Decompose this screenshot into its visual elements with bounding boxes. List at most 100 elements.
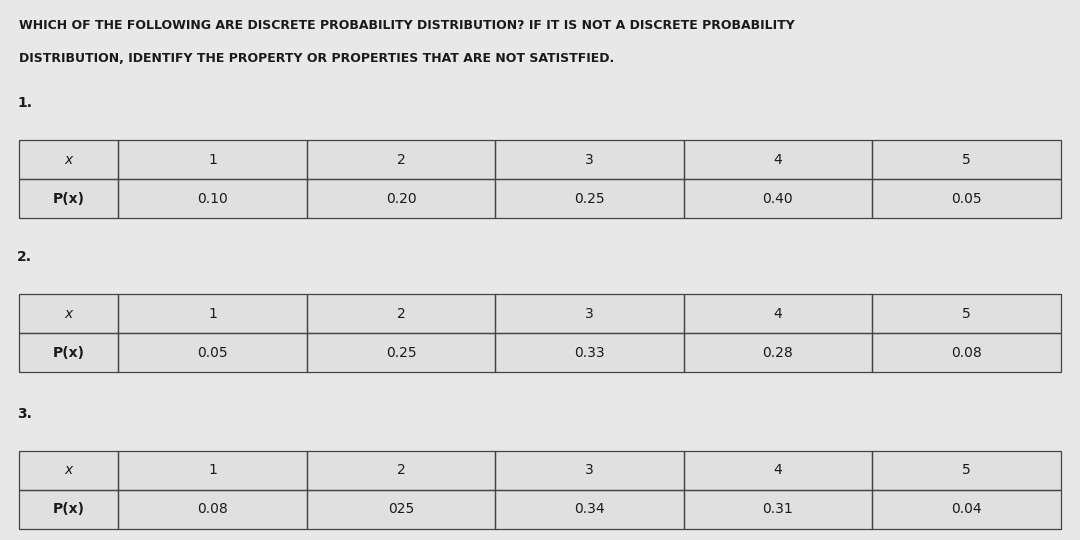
Text: 3: 3 [585,463,594,477]
Text: x: x [65,153,73,167]
Bar [19,451,119,490]
Bar [19,333,119,372]
Bar [496,294,684,333]
Bar [119,179,307,218]
Bar [19,179,119,218]
Bar [19,294,119,333]
Bar [684,179,873,218]
Bar [19,490,119,529]
Bar [119,140,307,179]
Bar [873,333,1061,372]
Bar [19,140,119,179]
Text: P(x): P(x) [53,192,85,206]
Bar [496,294,684,333]
Bar [19,294,119,333]
Bar [873,294,1061,333]
Bar [496,333,684,372]
Bar [119,294,307,333]
Bar [496,451,684,490]
Bar [684,333,873,372]
Bar [119,333,307,372]
Bar [119,490,307,529]
Bar [119,451,307,490]
Bar [873,333,1061,372]
Text: 1: 1 [208,307,217,321]
Text: 5: 5 [962,463,971,477]
Bar [684,294,873,333]
Bar [307,451,496,490]
Text: WHICH OF THE FOLLOWING ARE DISCRETE PROBABILITY DISTRIBUTION? IF IT IS NOT A DIS: WHICH OF THE FOLLOWING ARE DISCRETE PROB… [19,19,795,32]
Bar [119,333,307,372]
Text: 5: 5 [962,307,971,321]
Text: 0.05: 0.05 [198,346,228,360]
Text: 0.08: 0.08 [198,502,228,516]
Text: 0.05: 0.05 [951,192,982,206]
Text: x: x [65,463,73,477]
Text: 0.08: 0.08 [951,346,982,360]
Bar [119,179,307,218]
Bar [307,490,496,529]
Text: 1: 1 [208,463,217,477]
Bar [873,490,1061,529]
Bar [19,179,119,218]
Bar [307,333,496,372]
Bar [119,451,307,490]
Text: 2: 2 [396,463,405,477]
Bar [684,490,873,529]
Text: 0.40: 0.40 [762,192,793,206]
Bar [307,333,496,372]
Text: DISTRIBUTION, IDENTIFY THE PROPERTY OR PROPERTIES THAT ARE NOT SATISTFIED.: DISTRIBUTION, IDENTIFY THE PROPERTY OR P… [19,52,615,65]
Text: 4: 4 [773,307,782,321]
Text: 2: 2 [396,307,405,321]
Bar [307,294,496,333]
Bar [684,294,873,333]
Bar [307,140,496,179]
Bar [684,140,873,179]
Text: 0.20: 0.20 [386,192,416,206]
Bar [19,140,119,179]
Bar [873,140,1061,179]
Bar [496,179,684,218]
Text: 0.31: 0.31 [762,502,794,516]
Bar [307,179,496,218]
Bar [684,451,873,490]
Text: 025: 025 [388,502,414,516]
Bar [684,179,873,218]
Bar [307,140,496,179]
Bar [873,490,1061,529]
Text: 4: 4 [773,463,782,477]
Bar [684,140,873,179]
Text: 0.10: 0.10 [198,192,228,206]
Bar [19,333,119,372]
Text: 3: 3 [585,307,594,321]
Bar [307,179,496,218]
Text: 0.25: 0.25 [386,346,416,360]
Text: 2: 2 [396,153,405,167]
Bar [873,294,1061,333]
Bar [496,140,684,179]
Bar [307,294,496,333]
Bar [873,179,1061,218]
Text: P(x): P(x) [53,346,85,360]
Text: 0.28: 0.28 [762,346,794,360]
Bar [684,333,873,372]
Bar [873,451,1061,490]
Bar [496,451,684,490]
Bar [496,490,684,529]
Text: 0.25: 0.25 [575,192,605,206]
Text: 1.: 1. [17,96,32,110]
Bar [119,140,307,179]
Bar [496,179,684,218]
Bar [307,451,496,490]
Text: x: x [65,307,73,321]
Text: 5: 5 [962,153,971,167]
Bar [119,294,307,333]
Bar [19,451,119,490]
Text: P(x): P(x) [53,502,85,516]
Bar [873,140,1061,179]
Bar [496,490,684,529]
Text: 3: 3 [585,153,594,167]
Text: 2.: 2. [17,250,32,264]
Bar [684,451,873,490]
Bar [873,179,1061,218]
